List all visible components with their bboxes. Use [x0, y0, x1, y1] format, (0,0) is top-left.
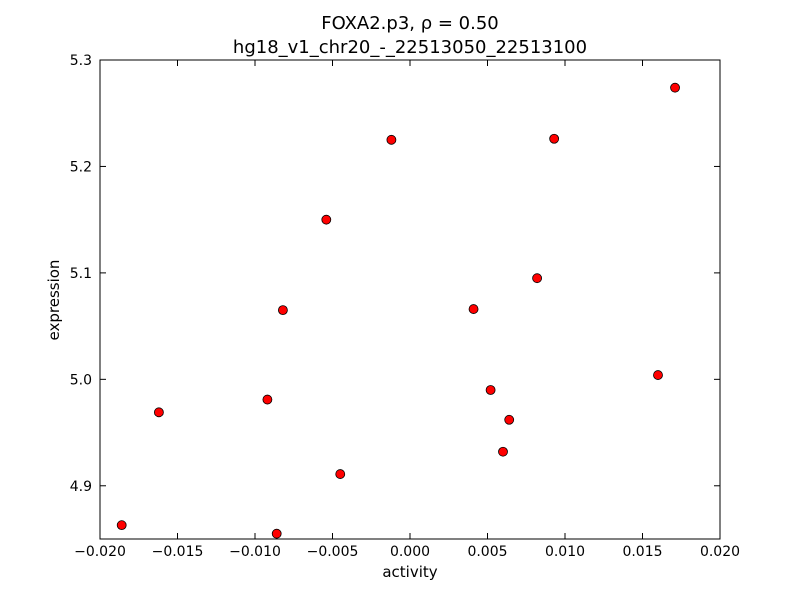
data-point — [498, 446, 508, 457]
x-tick-label: −0.005 — [307, 544, 359, 560]
y-tick-label: 4.9 — [70, 479, 92, 495]
data-point — [271, 528, 282, 539]
plot-area — [100, 60, 720, 539]
x-tick-label: 0.000 — [390, 544, 430, 560]
data-point — [116, 520, 127, 531]
data-point — [386, 134, 397, 145]
data-point — [321, 214, 332, 225]
x-tick-label: 0.020 — [700, 544, 740, 560]
x-tick-label: 0.015 — [622, 544, 662, 560]
data-point — [468, 304, 479, 314]
data-point — [335, 469, 346, 479]
data-point — [277, 305, 288, 316]
y-tick-label: 5.1 — [70, 266, 92, 282]
ticks-layer: −0.020 −0.015 −0.010 −0.005 0.000 0.005 0.010 0… — [70, 53, 740, 560]
y-axis-label: expression — [45, 260, 63, 341]
data-point — [549, 133, 560, 144]
data-point — [153, 407, 164, 418]
y-tick-label: 5.0 — [70, 372, 92, 388]
data-point — [670, 82, 680, 93]
plot-frame — [99, 59, 721, 540]
y-tick-label: 5.3 — [70, 53, 92, 69]
data-point — [532, 273, 542, 284]
x-tick-label: −0.020 — [74, 544, 126, 560]
data-point — [653, 370, 663, 380]
data-point — [262, 394, 273, 405]
chart-title: FOXA2.p3, ρ = 0.50 — [321, 13, 499, 34]
points-layer — [116, 82, 680, 539]
data-point — [504, 414, 515, 425]
x-tick-label: −0.010 — [229, 544, 281, 560]
y-tick-label: 5.2 — [70, 159, 92, 175]
x-tick-label: 0.010 — [545, 544, 585, 560]
x-tick-label: −0.015 — [152, 544, 204, 560]
x-axis-label: activity — [382, 563, 437, 581]
chart-subtitle: hg18_v1_chr20_-_22513050_22513100 — [233, 37, 587, 58]
data-point — [485, 385, 496, 395]
x-tick-label: 0.005 — [467, 544, 507, 560]
